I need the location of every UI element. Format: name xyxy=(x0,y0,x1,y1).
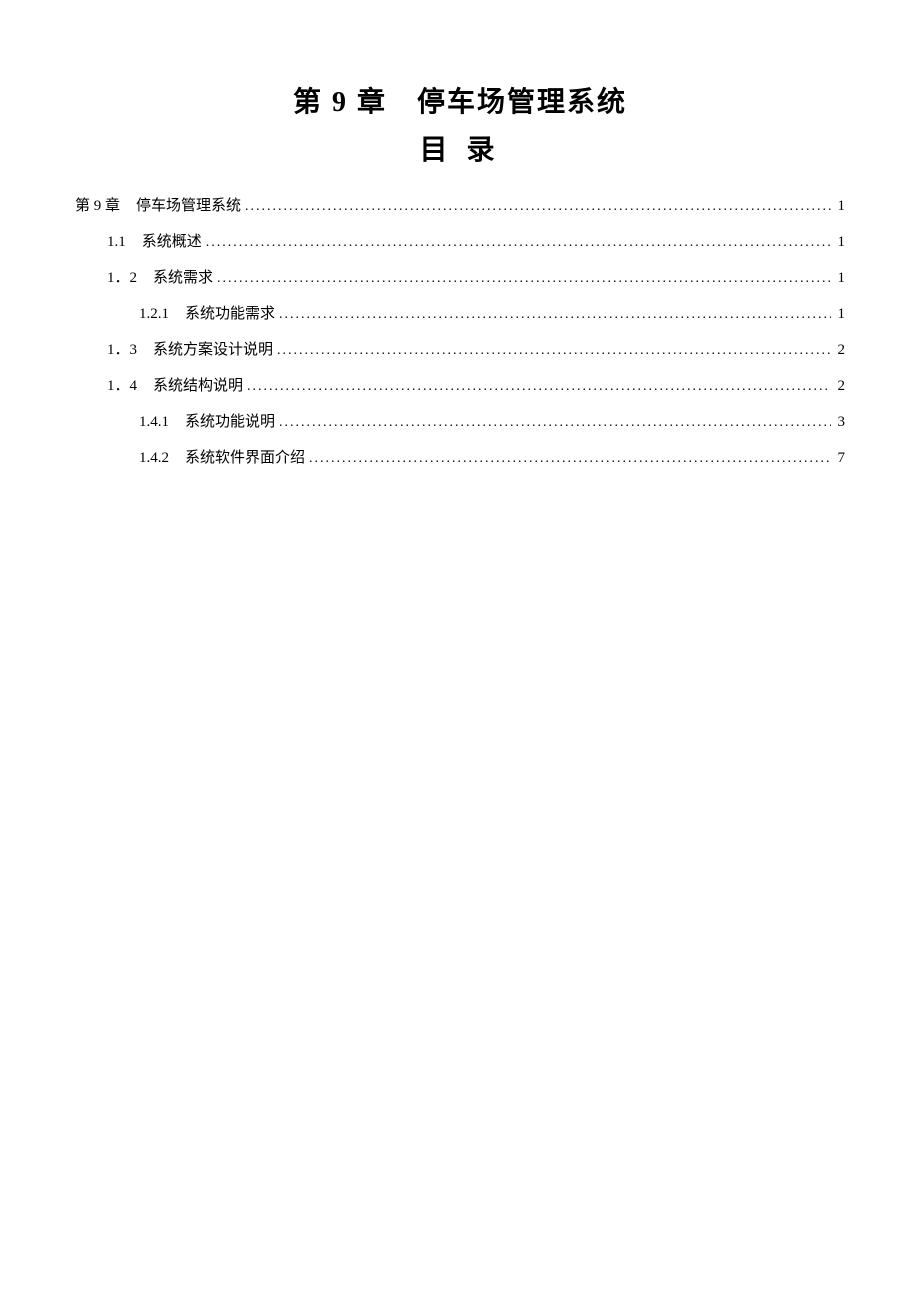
toc-entry: 1．4 系统结构说明 2 xyxy=(75,368,845,404)
toc-label: 系统软件界面介绍 xyxy=(185,440,305,476)
chapter-title: 第 9 章 停车场管理系统 xyxy=(75,80,845,120)
toc-label: 系统方案设计说明 xyxy=(153,332,273,368)
toc-entry: 1.1 系统概述 1 xyxy=(75,224,845,260)
toc-label: 系统功能说明 xyxy=(185,404,275,440)
toc-number: 1.4.1 xyxy=(139,404,169,440)
toc-dots xyxy=(247,370,831,404)
toc-number: 1．4 xyxy=(107,368,137,404)
toc-entry: 1.4.1 系统功能说明 3 xyxy=(75,404,845,440)
toc-number: 1.2.1 xyxy=(139,296,169,332)
toc-number: 第 9 章 xyxy=(75,188,120,224)
toc-label: 系统结构说明 xyxy=(153,368,243,404)
toc-page: 2 xyxy=(833,332,845,368)
toc-dots xyxy=(217,262,831,296)
toc-page: 3 xyxy=(833,404,845,440)
toc-page: 1 xyxy=(833,296,845,332)
toc-label: 系统需求 xyxy=(153,260,213,296)
toc-number: 1.4.2 xyxy=(139,440,169,476)
toc-label: 系统概述 xyxy=(142,224,202,260)
toc-number: 1．2 xyxy=(107,260,137,296)
toc-number: 1．3 xyxy=(107,332,137,368)
toc-page: 1 xyxy=(833,188,845,224)
toc-entry: 1.2.1 系统功能需求 1 xyxy=(75,296,845,332)
toc-entry: 第 9 章 停车场管理系统 1 xyxy=(75,188,845,224)
toc-dots xyxy=(245,190,831,224)
toc-entry: 1.4.2 系统软件界面介绍 7 xyxy=(75,440,845,476)
toc-label: 停车场管理系统 xyxy=(136,188,241,224)
toc-page: 2 xyxy=(833,368,845,404)
toc-dots xyxy=(309,442,831,476)
toc-label: 系统功能需求 xyxy=(185,296,275,332)
toc-container: 第 9 章 停车场管理系统 1 1.1 系统概述 1 1．2 系统需求 1 1.… xyxy=(75,188,845,476)
toc-page: 1 xyxy=(833,224,845,260)
toc-page: 1 xyxy=(833,260,845,296)
toc-entry: 1．3 系统方案设计说明 2 xyxy=(75,332,845,368)
toc-number: 1.1 xyxy=(107,224,126,260)
toc-dots xyxy=(277,334,831,368)
toc-dots xyxy=(206,226,831,260)
toc-entry: 1．2 系统需求 1 xyxy=(75,260,845,296)
toc-dots xyxy=(279,406,831,440)
toc-page: 7 xyxy=(833,440,845,476)
toc-dots xyxy=(279,298,831,332)
toc-title: 目 录 xyxy=(75,128,845,168)
